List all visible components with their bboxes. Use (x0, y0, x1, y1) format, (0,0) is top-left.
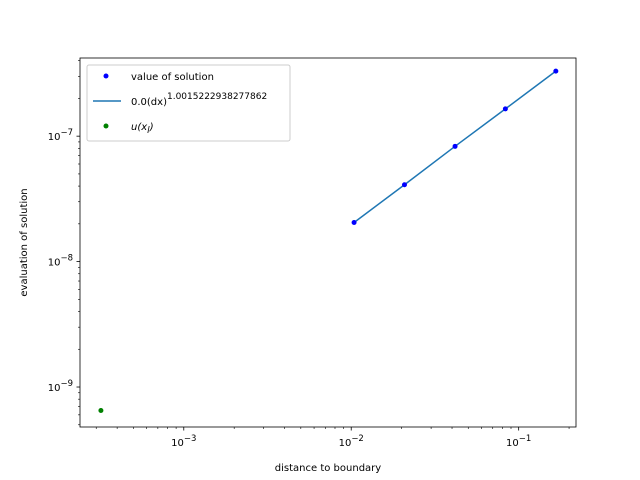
legend-label-fit-exponent: 1.0015222938277862 (167, 92, 267, 102)
data-point-value-of-solution (553, 68, 559, 74)
data-point-u-xl (98, 407, 104, 413)
major-ticks: 10−3 10−2 10−110−910−810−7 (48, 128, 532, 449)
y-tick-label-exponent: −8 (60, 254, 73, 264)
y-tick-label: 10−9 (48, 379, 73, 394)
y-tick-label: 10−8 (48, 254, 73, 269)
x-tick-label-exponent: −1 (519, 434, 532, 444)
legend-marker-u-xl (103, 123, 109, 129)
data-point-value-of-solution (502, 106, 508, 112)
series-layer (98, 68, 559, 413)
y-axis-label: evaluation of solution (19, 188, 30, 296)
data-point-value-of-solution (452, 143, 458, 149)
y-tick-label-base: 10 (48, 258, 61, 269)
y-tick-label: 10−7 (48, 128, 73, 143)
x-tick-label: 10−1 (506, 434, 531, 449)
x-tick-label-base: 10 (339, 438, 352, 449)
x-tick-label: 10−3 (171, 434, 196, 449)
legend-label-u-xl-sub: l (147, 126, 150, 136)
y-tick-label-base: 10 (48, 383, 61, 394)
legend-box (86, 64, 291, 142)
y-tick-label-exponent: −7 (60, 128, 73, 138)
legend: value of solution 0.0(dx)1.0015222938277… (86, 64, 291, 142)
legend-label-u-xl-close: ) (149, 122, 154, 133)
x-tick-label: 10−2 (339, 434, 364, 449)
legend-marker-value-of-solution (103, 73, 109, 79)
data-point-value-of-solution (351, 219, 357, 225)
legend-label-u-xl-main: u(x (131, 122, 147, 133)
legend-label-fit-main: 0.0(dx) (131, 97, 167, 108)
x-tick-label-base: 10 (171, 438, 184, 449)
axes-frame (79, 57, 577, 428)
y-tick-label-exponent: −9 (60, 379, 73, 389)
legend-label-u-xl: u(xl) (131, 122, 154, 136)
data-point-value-of-solution (401, 182, 407, 188)
x-tick-label-base: 10 (506, 438, 519, 449)
x-axis-label: distance to boundary (275, 463, 381, 474)
y-tick-label-base: 10 (48, 132, 61, 143)
legend-label-value-of-solution: value of solution (131, 72, 214, 83)
x-tick-label-exponent: −2 (351, 434, 364, 444)
legend-label-fit: 0.0(dx)1.0015222938277862 (131, 92, 267, 108)
x-tick-label-exponent: −3 (184, 434, 197, 444)
